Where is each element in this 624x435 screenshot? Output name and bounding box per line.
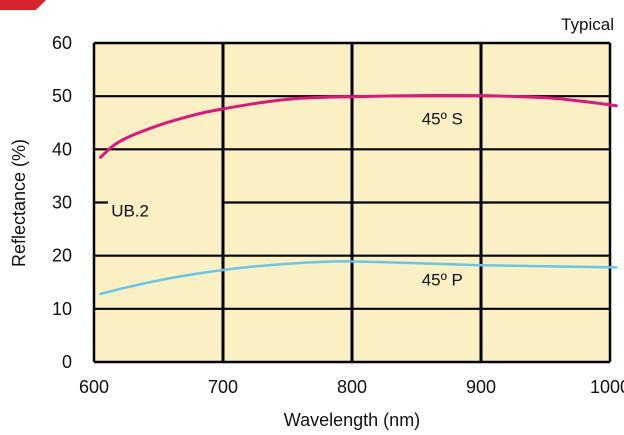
series-lines xyxy=(99,93,618,296)
y-tick-label: 50 xyxy=(52,86,72,106)
x-tick-label: 700 xyxy=(208,377,238,397)
x-axis-label: Wavelength (nm) xyxy=(284,410,420,430)
annotations: UB.2 45º S 45º P xyxy=(111,109,463,289)
annotation-label: 45º P xyxy=(422,271,463,290)
y-tick-label: 20 xyxy=(52,246,72,266)
y-tick-label: 10 xyxy=(52,299,72,319)
series-line-p xyxy=(99,260,618,296)
annotation-label: 45º S xyxy=(422,109,463,128)
x-tick-label: 900 xyxy=(466,377,496,397)
y-axis-label: Reflectance (%) xyxy=(9,139,29,267)
y-tick-label: 30 xyxy=(52,193,72,213)
y-tick-label: 40 xyxy=(52,139,72,159)
annotation-label: UB.2 xyxy=(111,201,149,220)
y-tick-label: 60 xyxy=(52,33,72,53)
x-tick-label: 600 xyxy=(79,377,109,397)
series-line-s xyxy=(99,93,618,159)
y-tick-label: 0 xyxy=(62,352,72,372)
x-tick-label: 800 xyxy=(337,377,367,397)
typical-note: Typical xyxy=(561,15,614,34)
corner-mark-shape xyxy=(0,0,46,10)
